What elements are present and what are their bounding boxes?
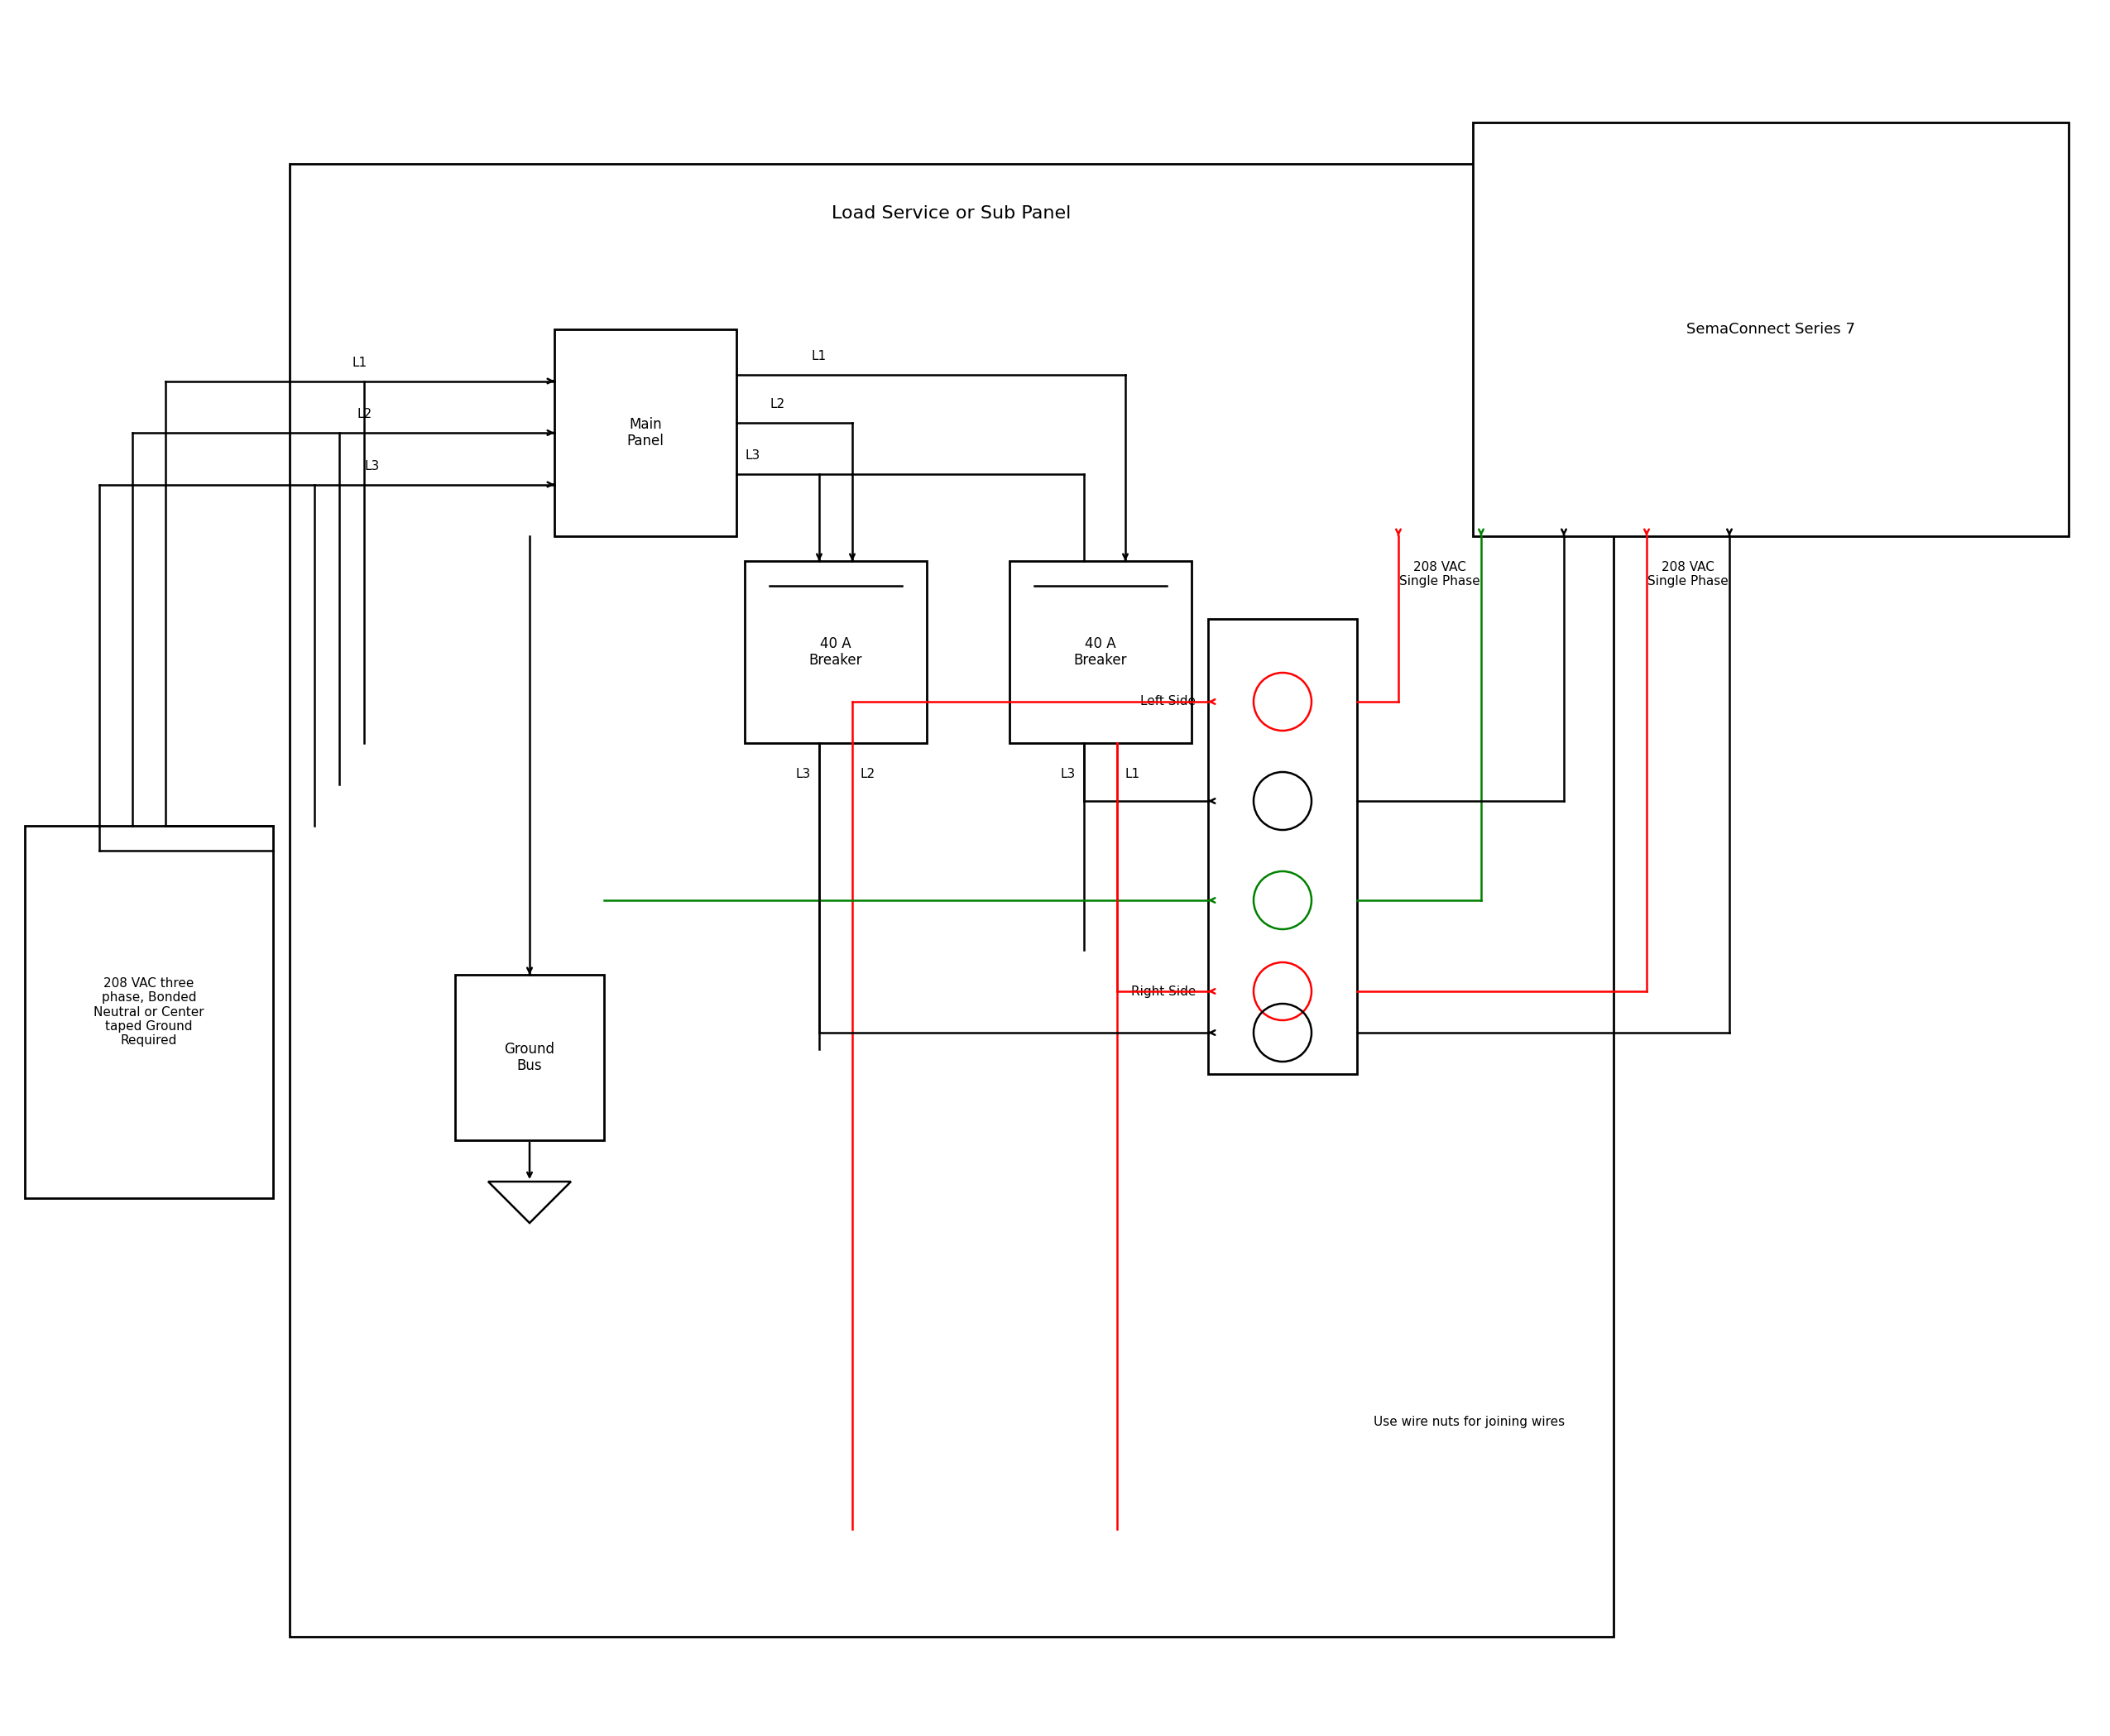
Text: Ground
Bus: Ground Bus (504, 1042, 555, 1073)
Text: L3: L3 (745, 450, 760, 462)
Text: L2: L2 (861, 767, 876, 779)
Text: L1: L1 (352, 356, 367, 368)
Text: L3: L3 (365, 460, 380, 472)
FancyBboxPatch shape (1009, 561, 1192, 743)
Text: Right Side: Right Side (1131, 984, 1196, 998)
Text: L3: L3 (795, 767, 810, 779)
Text: L1: L1 (1125, 767, 1139, 779)
Text: L2: L2 (770, 398, 785, 410)
FancyBboxPatch shape (1209, 620, 1357, 1075)
Text: 40 A
Breaker: 40 A Breaker (1074, 635, 1127, 668)
FancyBboxPatch shape (289, 163, 1614, 1637)
Text: Left Side: Left Side (1139, 696, 1196, 708)
FancyBboxPatch shape (1473, 123, 2068, 536)
Text: Main
Panel: Main Panel (627, 417, 665, 450)
Text: 40 A
Breaker: 40 A Breaker (808, 635, 863, 668)
Text: 208 VAC three
phase, Bonded
Neutral or Center
taped Ground
Required: 208 VAC three phase, Bonded Neutral or C… (93, 977, 205, 1047)
Text: L1: L1 (812, 351, 827, 363)
Text: Load Service or Sub Panel: Load Service or Sub Panel (831, 205, 1072, 222)
Text: SemaConnect Series 7: SemaConnect Series 7 (1686, 321, 1855, 337)
Text: 208 VAC
Single Phase: 208 VAC Single Phase (1648, 561, 1728, 589)
Polygon shape (487, 1182, 572, 1222)
FancyBboxPatch shape (555, 330, 736, 536)
Text: L3: L3 (1061, 767, 1076, 779)
FancyBboxPatch shape (745, 561, 926, 743)
Text: 208 VAC
Single Phase: 208 VAC Single Phase (1399, 561, 1481, 589)
Text: L2: L2 (357, 408, 371, 420)
FancyBboxPatch shape (456, 974, 603, 1141)
FancyBboxPatch shape (25, 826, 272, 1198)
Text: Use wire nuts for joining wires: Use wire nuts for joining wires (1374, 1415, 1566, 1427)
